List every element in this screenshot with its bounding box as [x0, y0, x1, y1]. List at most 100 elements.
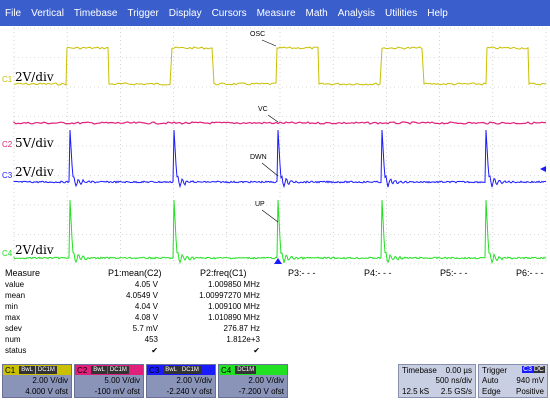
- measure-row-label: status: [5, 346, 27, 355]
- trigger-level: 940 mV: [516, 376, 544, 385]
- menu-utilities[interactable]: Utilities: [384, 7, 418, 19]
- c4-waveform: [13, 199, 547, 265]
- status-bar: C1 BwL DC1M 2.00 V/div 4.000 V ofst C2 BwL DC1M…: [0, 364, 550, 400]
- measure-col-p2[interactable]: P2:freq(C1): [200, 268, 247, 278]
- menu-trigger[interactable]: Trigger: [127, 7, 159, 19]
- menu-help[interactable]: Help: [427, 7, 448, 19]
- channel-vdiv: 2.00 V/div: [32, 376, 68, 385]
- trigger-mode: Auto: [482, 376, 499, 385]
- up-leader-line: [261, 209, 279, 223]
- measure-p2-value: 276.87 Hz: [223, 324, 260, 333]
- vc-leader-line: [267, 114, 279, 123]
- channel-vdiv: 2.00 V/div: [248, 376, 284, 385]
- c2-vdiv-label: 5V/div: [15, 136, 54, 150]
- channel-tag: DC1M: [179, 366, 201, 374]
- measure-p1-value: 4.0549 V: [125, 291, 158, 300]
- channel-box-c3[interactable]: C3 BwL DC1M 2.00 V/div -2.240 V ofst: [146, 364, 216, 398]
- measure-col-p4[interactable]: P4:- - -: [364, 268, 392, 278]
- measure-col-p1[interactable]: P1:mean(C2): [108, 268, 162, 278]
- channel-offset: -100 mV ofst: [94, 387, 140, 396]
- menu-timebase[interactable]: Timebase: [73, 7, 118, 19]
- menu-cursors[interactable]: Cursors: [211, 7, 247, 19]
- c3-vdiv-label: 2V/div: [15, 165, 54, 179]
- c1-marker: C1: [2, 75, 13, 84]
- measure-p2-value: 1.009100 MHz: [207, 302, 260, 311]
- up-trace-label: UP: [255, 201, 265, 208]
- menu-display[interactable]: Display: [168, 7, 202, 19]
- channel-offset: -7.200 V ofst: [238, 387, 284, 396]
- trigger-slope: Positive: [515, 387, 544, 396]
- menu-file[interactable]: File: [5, 7, 22, 19]
- trigger-type: Edge: [482, 387, 501, 396]
- measure-p2-value: 1.009850 MHz: [207, 280, 260, 289]
- channel-name: C1: [5, 365, 16, 375]
- measure-p1-value: ✔: [151, 346, 158, 355]
- channel-vdiv: 2.00 V/div: [176, 376, 212, 385]
- measure-col-p6[interactable]: P6:- - -: [516, 268, 544, 278]
- timebase-box[interactable]: Timebase 0.00 µs 500 ns/div 12.5 kS 2.5 …: [398, 364, 476, 398]
- measure-p2-value: 1.812e+3: [226, 335, 260, 344]
- channel-vdiv: 5.00 V/div: [104, 376, 140, 385]
- trigger-source: C3: [522, 366, 533, 373]
- timebase-samples: 12.5 kS: [402, 387, 430, 396]
- vc-trace-label: VC: [258, 106, 268, 113]
- trigger-level-marker: [540, 166, 546, 172]
- channel-tag: BwL: [163, 366, 179, 374]
- timebase-rate: 2.5 GS/s: [440, 387, 472, 396]
- menu-vertical[interactable]: Vertical: [31, 7, 64, 19]
- c2-marker: C2: [2, 140, 13, 149]
- menu-bar: File Vertical Timebase Trigger Display Cursor…: [0, 0, 550, 26]
- dwn-trace-label: DWN: [250, 154, 267, 161]
- c4-vdiv-label: 2V/div: [15, 243, 54, 257]
- channel-name: C4: [221, 365, 232, 375]
- measure-p1-value: 4.04 V: [134, 302, 158, 311]
- c1-waveform: [13, 46, 547, 86]
- channel-offset: 4.000 V ofst: [25, 387, 68, 396]
- trigger-label: Trigger: [482, 366, 508, 375]
- measure-panel: Measure P1:mean(C2) P2:freq(C1) P3:- - -…: [0, 268, 550, 362]
- c4-marker: C4: [2, 249, 13, 258]
- channel-tag: BwL: [91, 366, 107, 374]
- measure-row-label: max: [5, 313, 21, 322]
- channel-box-c1[interactable]: C1 BwL DC1M 2.00 V/div 4.000 V ofst: [2, 364, 72, 398]
- c1-vdiv-label: 2V/div: [15, 70, 54, 84]
- timebase-delay: 0.00 µs: [445, 366, 472, 375]
- trigger-coupling: DC: [532, 366, 545, 373]
- channel-offset: -2.240 V ofst: [166, 387, 212, 396]
- channel-tag: DC1M: [235, 366, 257, 374]
- measure-row-label: sdev: [5, 324, 22, 333]
- menu-measure[interactable]: Measure: [256, 7, 296, 19]
- measure-p1-value: 5.7 mV: [132, 324, 158, 333]
- timebase-tdiv: 500 ns/div: [435, 376, 472, 385]
- menu-analysis[interactable]: Analysis: [337, 7, 375, 19]
- measure-row-label: value: [5, 280, 25, 289]
- c2-waveform: [13, 121, 547, 125]
- channel-box-c4[interactable]: C4 DC1M 2.00 V/div -7.200 V ofst: [218, 364, 288, 398]
- waveform-display[interactable]: C1 C2 C3 C4 2V/div 5V/div 2V/div 2V/div …: [0, 26, 550, 266]
- c3-waveform: [13, 129, 547, 189]
- measure-p1-value: 453: [144, 335, 158, 344]
- measure-col-p5[interactable]: P5:- - -: [440, 268, 468, 278]
- dwn-leader-line: [261, 162, 279, 177]
- channel-name: C2: [77, 365, 88, 375]
- waveform-canvas: [13, 27, 547, 265]
- channel-tag: DC1M: [107, 366, 129, 374]
- trigger-time-marker: [274, 258, 282, 264]
- channel-box-c2[interactable]: C2 BwL DC1M 5.00 V/div -100 mV ofst: [74, 364, 144, 398]
- trigger-box[interactable]: Trigger C3 DC Auto 940 mV Edge Positive: [478, 364, 548, 398]
- measure-p2-value: 1.010890 MHz: [207, 313, 260, 322]
- measure-title: Measure: [5, 268, 41, 278]
- measure-col-p3[interactable]: P3:- - -: [288, 268, 316, 278]
- measure-p2-value: 1.00997270 MHz: [199, 291, 260, 300]
- channel-tag: BwL: [19, 366, 35, 374]
- measure-p1-value: 4.05 V: [134, 280, 158, 289]
- c3-marker: C3: [2, 171, 13, 180]
- measure-p1-value: 4.08 V: [134, 313, 158, 322]
- measure-row-label: mean: [5, 291, 26, 300]
- osc-trace-label: OSC: [250, 31, 266, 38]
- timebase-label: Timebase: [402, 366, 437, 375]
- menu-math[interactable]: Math: [305, 7, 328, 19]
- measure-p2-value: ✔: [253, 346, 260, 355]
- measure-row-label: num: [5, 335, 21, 344]
- channel-name: C3: [149, 365, 160, 375]
